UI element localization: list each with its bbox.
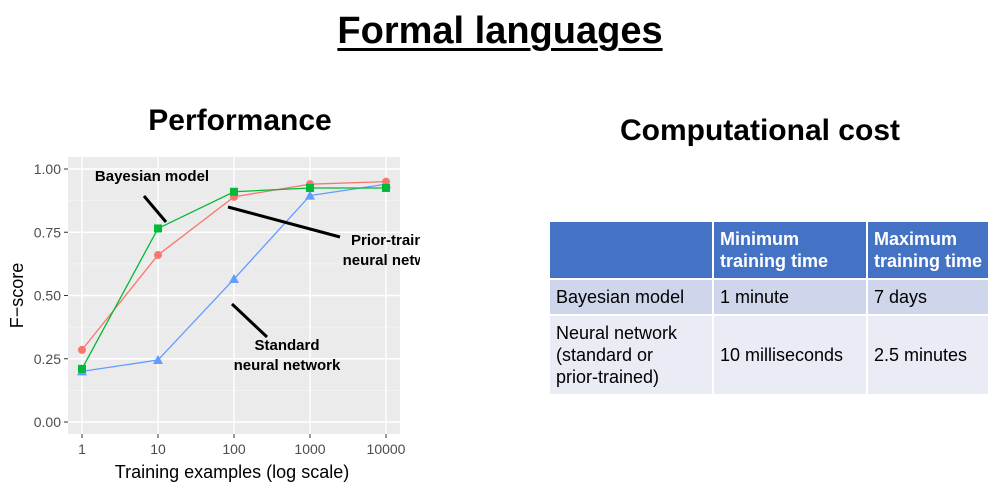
annotation-label: Bayesian model	[95, 168, 209, 185]
max-time-cell: 2.5 minutes	[868, 316, 988, 394]
row-label-line: Neural network	[556, 323, 678, 343]
x-axis-label: Training examples (log scale)	[115, 462, 349, 482]
header-text: Minimum	[720, 229, 799, 249]
data-point-square	[78, 364, 86, 373]
header-cell-empty	[550, 222, 712, 278]
x-tick-label: 10000	[367, 441, 406, 457]
data-point-square	[382, 183, 390, 192]
annotation-label: neural network	[234, 357, 341, 374]
x-tick-label: 100	[222, 441, 246, 457]
data-point-square	[154, 224, 162, 233]
row-label-line: (standard or	[556, 345, 654, 365]
data-point-square	[306, 183, 314, 192]
computational-cost-table: Minimum training time Maximum training tim…	[548, 220, 990, 396]
row-label-line: prior-trained)	[556, 367, 660, 387]
row-label: Bayesian model	[550, 280, 712, 314]
header-cell-minimum-training-time: Minimum training time	[714, 222, 866, 278]
annotation-label: Standard	[254, 337, 319, 354]
min-time-cell: 10 milliseconds	[714, 316, 866, 394]
data-point-circle	[154, 251, 162, 260]
table-row-bayesian: Bayesian model 1 minute 7 days	[550, 280, 988, 314]
y-tick-label: 0.50	[34, 288, 61, 304]
table-header-row: Minimum training time Maximum training tim…	[550, 222, 988, 278]
annotation-pointer	[227, 205, 341, 239]
data-point-circle	[382, 177, 390, 186]
header-cell-maximum-training-time: Maximum training time	[868, 222, 988, 278]
annotation-label: Prior-trained	[351, 232, 420, 249]
annotation-pointer	[142, 195, 168, 223]
x-tick-label: 10	[150, 441, 166, 457]
slide-title: Formal languages	[337, 10, 663, 52]
data-point-square	[230, 187, 238, 196]
header-text: training time	[720, 251, 829, 271]
f-score-line-chart: 0.00 0.25 0.50 0.75 1.00 1 10 100 1000 10000 Train…	[7, 157, 420, 482]
performance-title: Performance	[148, 104, 332, 137]
computational-cost-title: Computational cost	[619, 114, 900, 147]
annotation-pointer	[230, 302, 269, 339]
y-tick-label: 1.00	[34, 161, 61, 177]
row-label: Neural network (standard or prior-trained)	[550, 316, 712, 394]
x-tick-label: 1000	[294, 441, 325, 457]
max-time-cell: 7 days	[868, 280, 988, 314]
data-point-triangle	[153, 355, 163, 365]
min-time-cell: 1 minute	[714, 280, 866, 314]
header-text: training time	[874, 251, 983, 271]
header-text: Maximum	[874, 229, 958, 249]
data-point-triangle	[229, 274, 239, 284]
x-tick-label: 1	[78, 441, 86, 457]
data-point-circle	[78, 345, 86, 354]
y-axis-label: F−score	[7, 263, 27, 329]
annotation-label: neural network	[343, 252, 420, 269]
data-point-triangle	[305, 190, 315, 200]
table-row-neural-network: Neural network (standard or prior-trained)…	[550, 316, 988, 394]
y-tick-label: 0.00	[34, 414, 61, 430]
y-tick-label: 0.75	[34, 224, 61, 240]
y-tick-label: 0.25	[34, 351, 61, 367]
